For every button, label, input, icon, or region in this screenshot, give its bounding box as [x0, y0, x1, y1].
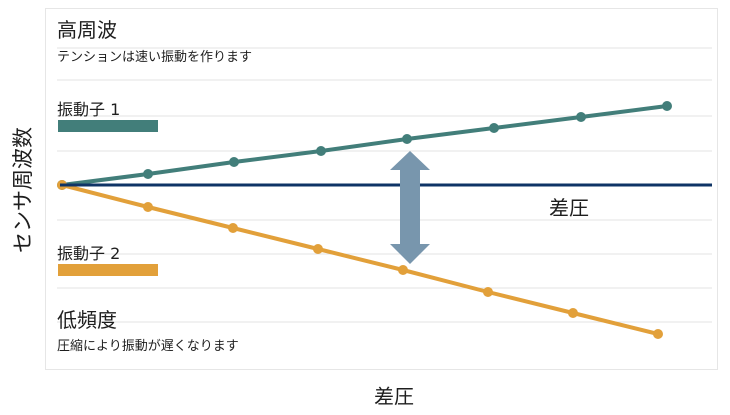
legend-vibrator-2-label: 振動子 2 — [57, 244, 121, 263]
series-point — [143, 169, 153, 179]
low-frequency-subtitle: 圧縮により振動が遅くなります — [57, 339, 239, 354]
legend-vibrator-2-swatch — [58, 264, 158, 276]
x-axis-title: 差圧 — [374, 384, 414, 409]
series-point — [402, 134, 412, 144]
gridlines — [57, 47, 712, 323]
y-axis-title: センサ周波数 — [11, 127, 35, 253]
low-frequency-title: 低頻度 — [57, 308, 117, 332]
vibrator-2-series — [57, 180, 663, 339]
double-arrow-icon — [390, 151, 430, 264]
series-line — [60, 104, 669, 187]
series-point — [143, 202, 153, 212]
plot-frame — [45, 8, 718, 370]
series-point — [662, 101, 672, 111]
series-point — [316, 146, 326, 156]
baseline-label: 差圧 — [549, 196, 589, 220]
series-point — [489, 123, 499, 133]
series-point — [228, 223, 238, 233]
series-point — [576, 112, 586, 122]
double-arrow-shape — [390, 151, 430, 264]
series-line — [60, 183, 660, 336]
series-point — [568, 308, 578, 318]
series-point — [398, 265, 408, 275]
series-point — [653, 329, 663, 339]
high-frequency-title: 高周波 — [57, 18, 117, 42]
series-point — [229, 157, 239, 167]
high-frequency-subtitle: テンションは速い振動を作ります — [57, 50, 253, 65]
series-point — [313, 244, 323, 254]
vibrator-1-series — [57, 101, 672, 190]
legend-vibrator-1-swatch — [58, 120, 158, 132]
series-point — [483, 287, 493, 297]
legend-vibrator-1-label: 振動子 1 — [57, 100, 121, 119]
